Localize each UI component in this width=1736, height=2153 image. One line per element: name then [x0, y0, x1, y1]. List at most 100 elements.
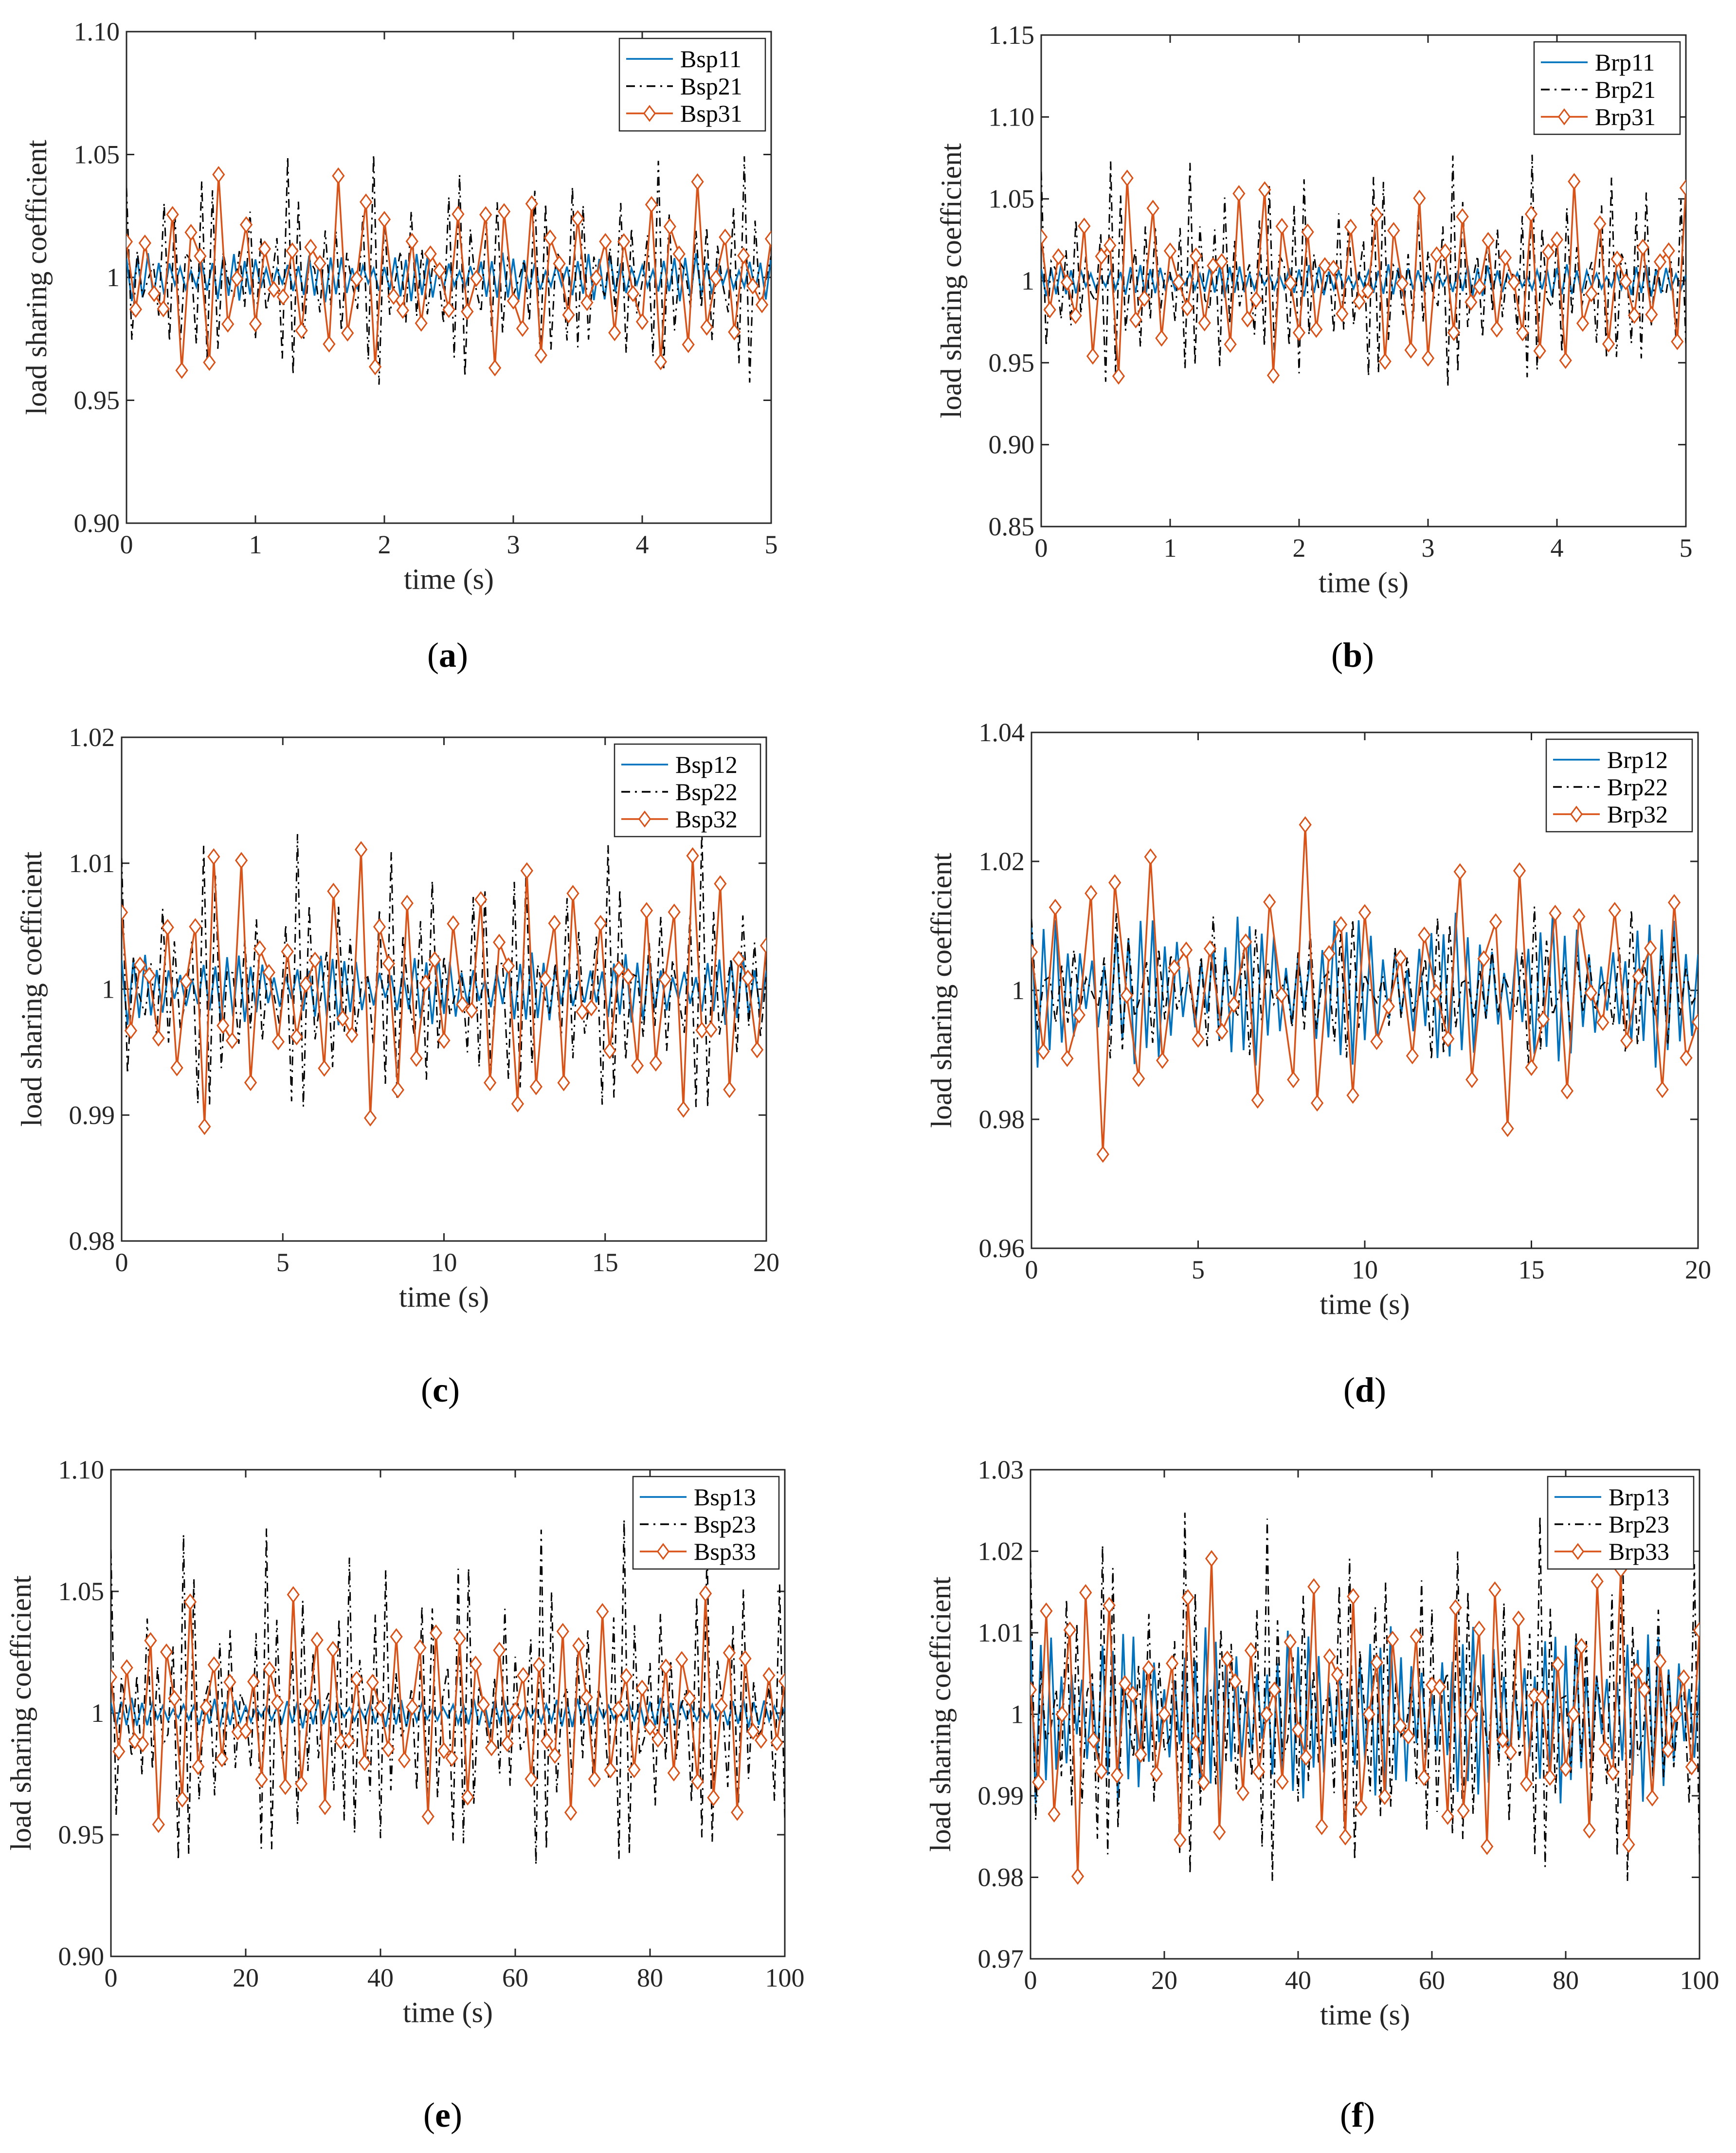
diamond-marker	[1239, 933, 1252, 950]
diamond-marker	[1103, 1597, 1116, 1614]
diamond-marker	[1457, 1802, 1470, 1819]
diamond-marker	[754, 1732, 768, 1749]
diamond-marker	[1322, 945, 1336, 962]
legend-label-Bsp32: Bsp32	[675, 805, 738, 833]
panel-caption: (d)	[1343, 1370, 1386, 1409]
diamond-marker	[1378, 353, 1392, 370]
diamond-marker	[635, 1679, 649, 1697]
diamond-marker	[215, 1750, 229, 1768]
legend-label-Brp23: Brp23	[1609, 1511, 1669, 1538]
diamond-marker	[1346, 1087, 1359, 1104]
diamond-marker	[479, 206, 492, 223]
diamond-marker	[1583, 1822, 1596, 1839]
diamond-marker	[1619, 273, 1632, 291]
x-tick-label: 3	[507, 530, 520, 559]
diamond-marker	[111, 1668, 118, 1686]
diamond-marker	[363, 1109, 377, 1127]
y-tick-label: 1.04	[979, 718, 1025, 747]
x-tick-label: 4	[636, 530, 649, 559]
diamond-marker	[516, 320, 529, 337]
y-axis-label: load sharing coefficient	[935, 143, 967, 419]
diamond-marker	[668, 903, 681, 921]
diamond-marker	[1512, 1610, 1525, 1628]
diamond-marker	[166, 206, 179, 223]
diamond-marker	[247, 1673, 260, 1690]
y-tick-label: 1	[1011, 1700, 1024, 1729]
diamond-marker	[1406, 1047, 1419, 1065]
diamond-marker	[675, 1651, 688, 1668]
y-tick-label: 1	[91, 1698, 104, 1728]
series-line-Bsp11	[127, 252, 771, 303]
diamond-marker	[313, 255, 326, 272]
diamond-marker	[1144, 848, 1157, 866]
diamond-marker	[223, 1674, 236, 1691]
diamond-marker	[1112, 367, 1125, 385]
diamond-marker	[437, 1742, 451, 1759]
diamond-marker	[255, 1770, 268, 1788]
diamond-marker	[1179, 941, 1193, 959]
diamond-marker	[447, 915, 460, 932]
diamond-marker	[1299, 816, 1312, 834]
diamond-marker	[410, 1050, 423, 1067]
legend-label-Bsp33: Bsp33	[694, 1538, 756, 1565]
diamond-marker	[508, 1702, 522, 1719]
legend-label-Bsp23: Bsp23	[694, 1511, 756, 1538]
diamond-marker	[649, 1054, 662, 1072]
diamond-marker	[1275, 218, 1288, 235]
chart-panel-c: 0 5 10 15 20 0.98 0.99 1 1.01 1.02 time (s) load sh…	[16, 723, 779, 1409]
legend-box	[614, 743, 761, 838]
x-tick-label: 0	[105, 1963, 118, 1992]
diamond-marker	[382, 1740, 395, 1758]
diamond-marker	[1224, 335, 1237, 353]
series-line-Bsp12	[122, 952, 766, 1025]
diamond-marker	[336, 1009, 349, 1027]
diamond-marker	[645, 196, 658, 213]
diamond-marker	[1215, 1022, 1229, 1040]
diamond-marker	[1031, 943, 1038, 961]
series-line-Brp11	[1041, 264, 1686, 298]
diamond-marker	[1049, 898, 1062, 916]
diamond-marker	[1284, 274, 1297, 292]
diamond-marker	[1205, 1550, 1218, 1568]
diamond-marker	[1221, 1650, 1234, 1668]
x-tick-label: 0	[1024, 1966, 1037, 1995]
diamond-marker	[1043, 301, 1056, 319]
diamond-marker	[170, 1059, 183, 1076]
diamond-marker	[1198, 314, 1211, 331]
diamond-marker	[133, 956, 146, 974]
diamond-marker	[1142, 1660, 1155, 1677]
diamond-marker	[415, 314, 428, 332]
diamond-marker	[318, 1798, 332, 1815]
y-tick-label: 1.05	[58, 1577, 105, 1606]
y-tick-label: 1.05	[74, 140, 120, 169]
x-tick-label: 5	[1680, 533, 1693, 563]
diamond-marker	[511, 1095, 524, 1113]
diamond-marker	[603, 1042, 616, 1059]
diamond-marker	[1300, 1749, 1313, 1766]
diamond-marker	[267, 281, 280, 298]
diamond-marker	[617, 233, 631, 251]
diamond-marker	[1103, 237, 1117, 254]
diamond-marker	[1129, 311, 1142, 328]
diamond-marker	[631, 1057, 644, 1075]
diamond-marker	[524, 1770, 538, 1788]
diamond-marker	[1244, 1642, 1258, 1660]
diamond-marker	[1671, 333, 1684, 350]
diamond-marker	[437, 1032, 451, 1049]
diamond-marker	[398, 1751, 411, 1769]
x-tick-label: 20	[1685, 1255, 1711, 1284]
diamond-marker	[628, 1761, 641, 1778]
y-tick-label: 0.95	[58, 1820, 105, 1849]
diamond-marker	[1507, 274, 1520, 291]
diamond-marker	[355, 841, 368, 858]
x-tick-label: 100	[1680, 1966, 1719, 1995]
diamond-marker	[746, 1723, 760, 1740]
diamond-marker	[1120, 986, 1133, 1004]
y-axis-label: load sharing coefficient	[924, 1577, 957, 1852]
diamond-marker	[207, 848, 220, 865]
diamond-marker	[129, 301, 143, 318]
diamond-marker	[1263, 893, 1276, 911]
diamond-marker	[143, 967, 156, 984]
diamond-marker	[199, 1698, 213, 1716]
diamond-marker	[120, 1659, 133, 1677]
